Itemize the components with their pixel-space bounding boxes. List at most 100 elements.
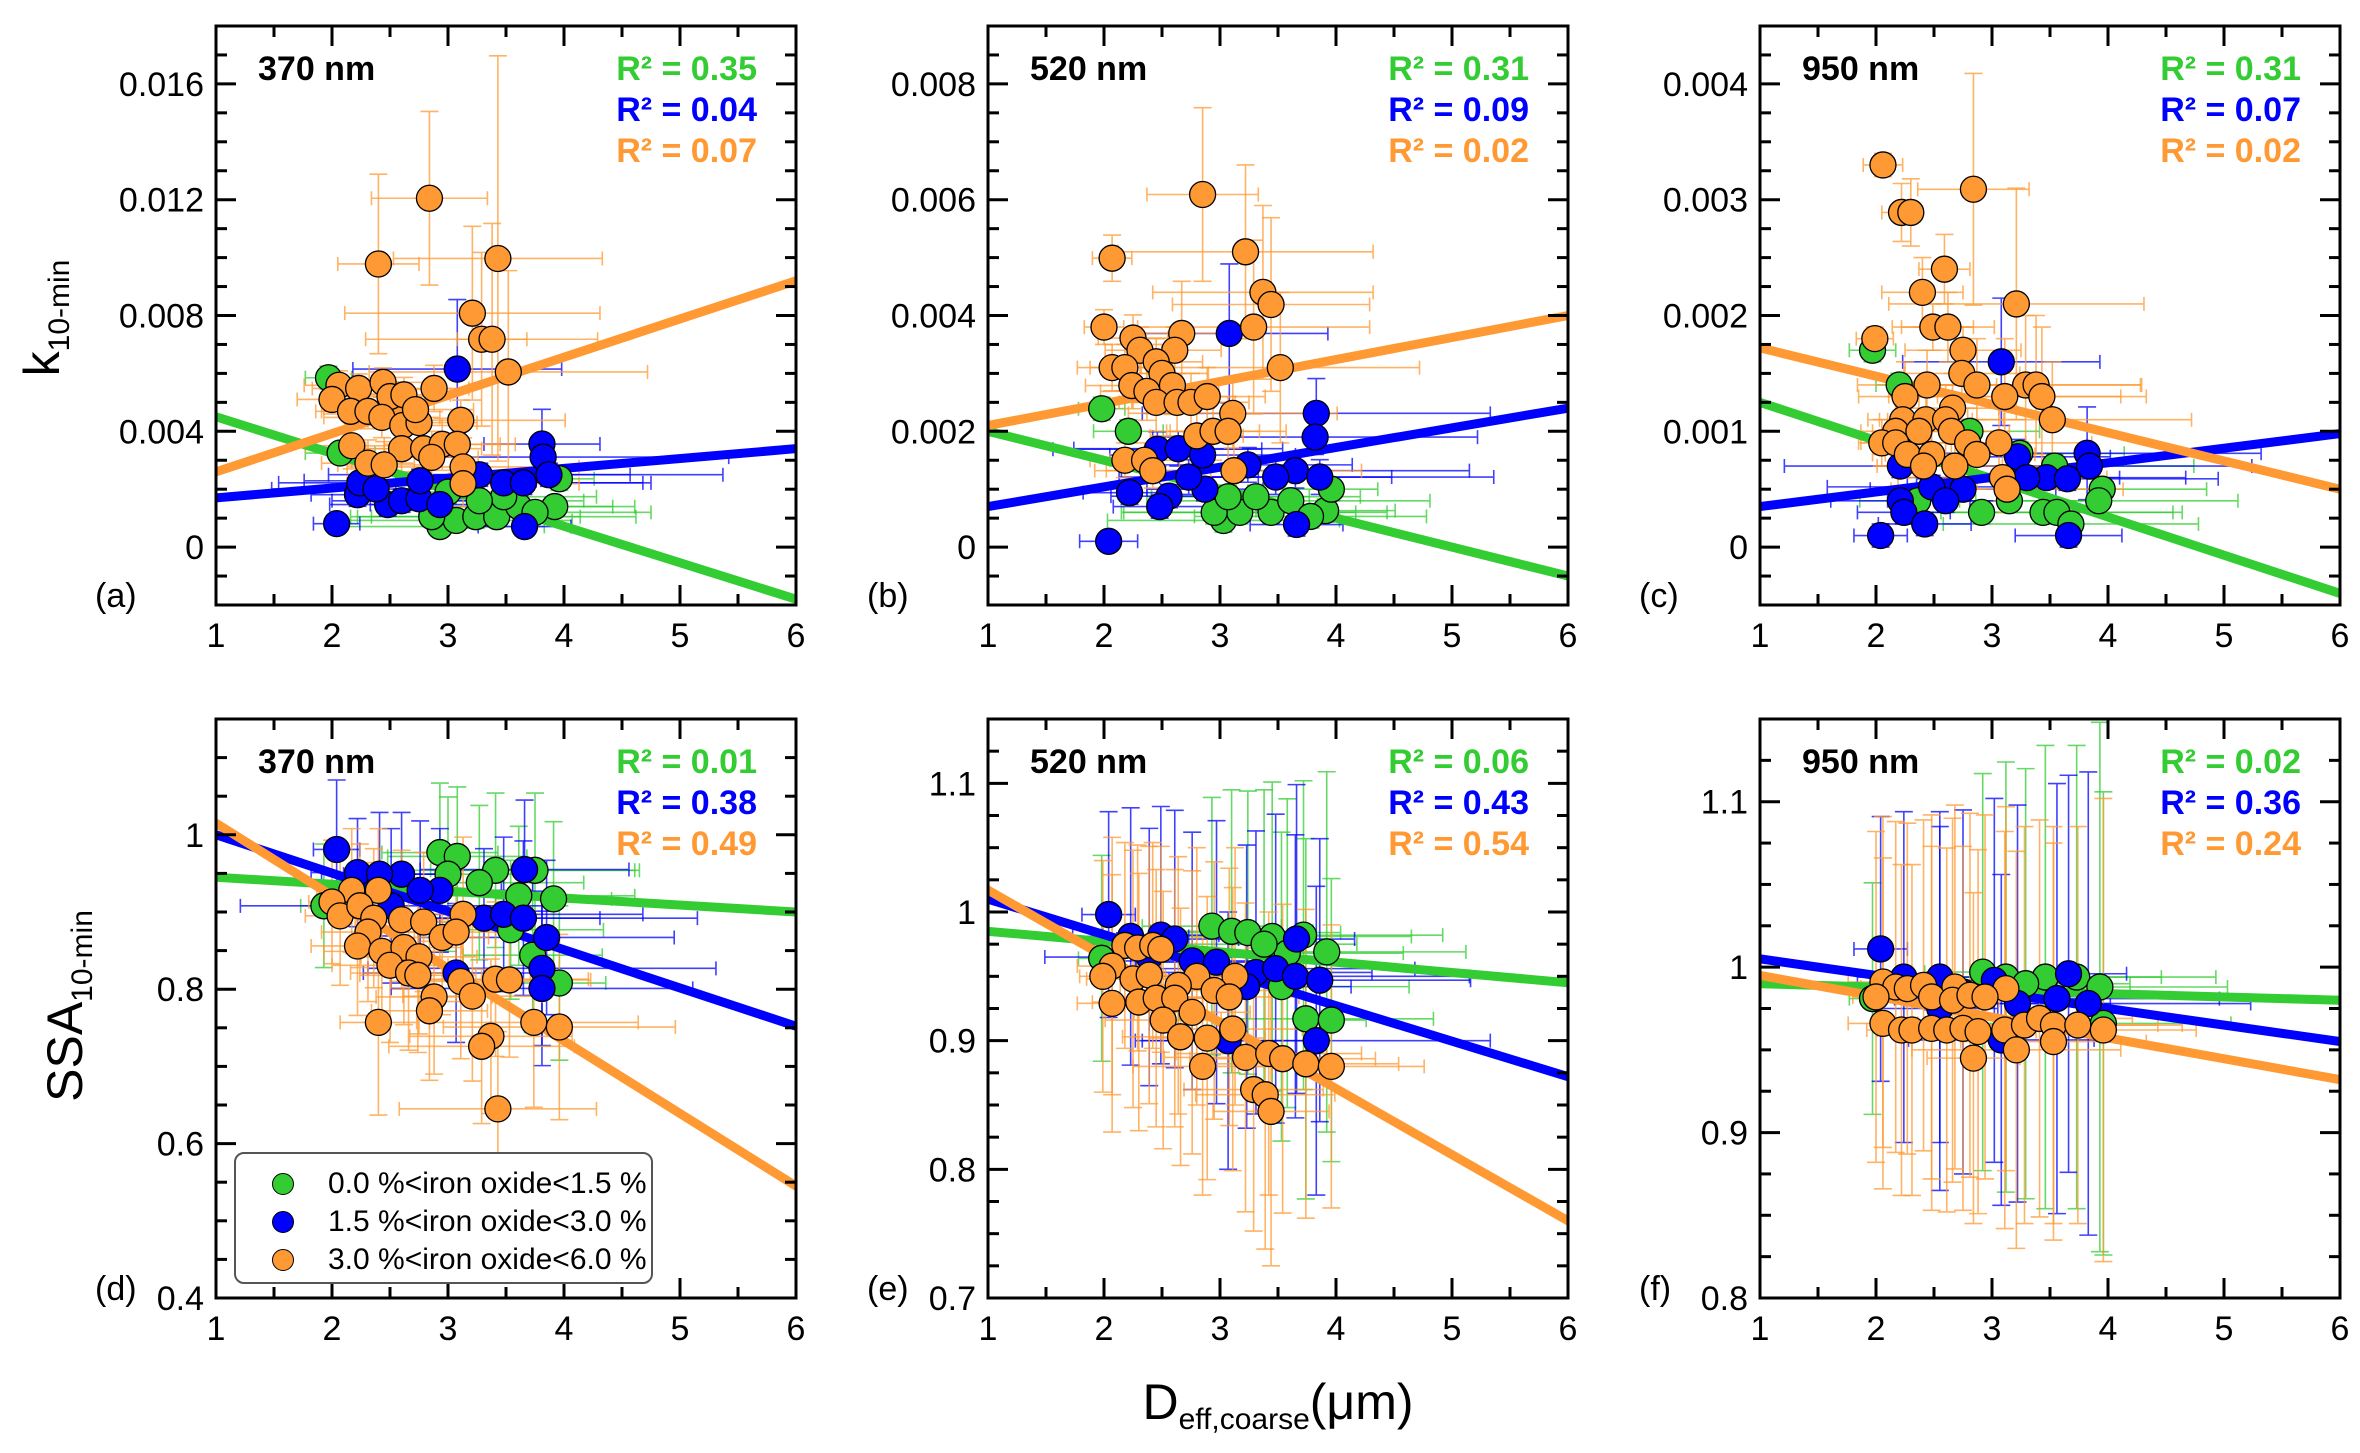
data-point: [1193, 1024, 1221, 1052]
data-point: [1193, 382, 1221, 411]
x-tick-label: 5: [2215, 1310, 2234, 1348]
r-squared-label: R² = 0.01: [616, 743, 757, 781]
y-axis-title-main: k: [14, 351, 70, 377]
x-tick-label: 1: [979, 617, 998, 655]
y-tick-label: 0.004: [1663, 66, 1748, 104]
data-point: [1909, 452, 1938, 480]
data-point: [362, 475, 390, 503]
data-point: [2054, 960, 2083, 988]
data-point: [1268, 1045, 1297, 1073]
panel-letter: (f): [1639, 1270, 1671, 1308]
data-point: [528, 974, 556, 1003]
plot-area: [216, 779, 796, 1191]
data-point: [1188, 180, 1217, 209]
data-point: [1266, 353, 1294, 382]
data-point: [2038, 406, 2066, 434]
data-point: [1931, 487, 1960, 515]
y-axis-title-k: k10-min: [13, 260, 77, 377]
r-squared-label: R² = 0.38: [616, 784, 757, 822]
wavelength-label: 370 nm: [258, 743, 375, 781]
ticks: [986, 24, 1570, 607]
y-tick-label: 1: [957, 894, 976, 932]
wavelength-label: 950 nm: [1802, 743, 1919, 781]
points-series-2: [1861, 151, 2066, 503]
data-point: [443, 430, 471, 458]
data-point: [1242, 483, 1270, 511]
x-tick-label: 5: [671, 617, 690, 655]
y-tick-label: 0.7: [929, 1280, 976, 1318]
panel-letter: (a): [95, 577, 137, 615]
data-point: [1135, 961, 1163, 989]
points-series-2: [1090, 180, 1294, 485]
data-point: [1862, 983, 1890, 1011]
points-series-2: [1862, 968, 2118, 1072]
data-point: [1215, 983, 1243, 1011]
legend-label: 1.5 %<iron oxide<3.0 %: [328, 1205, 647, 1238]
y-tick-label: 0.9: [1701, 1115, 1748, 1153]
y-tick-label: 0.8: [157, 971, 204, 1009]
data-point: [465, 869, 493, 897]
x-tick-label: 1: [1751, 1310, 1770, 1348]
data-point: [409, 908, 438, 936]
data-point: [1302, 399, 1330, 428]
data-point: [1178, 998, 1206, 1027]
data-point: [338, 432, 366, 460]
data-point: [1911, 510, 1939, 538]
r-squared-label: R² = 0.31: [1388, 50, 1529, 88]
x-tick-label: 2: [1867, 617, 1886, 655]
wavelength-label: 370 nm: [258, 50, 375, 88]
data-point: [404, 961, 432, 989]
y-axis-title-sub: 10-min: [43, 259, 76, 352]
data-point: [1934, 313, 1962, 341]
x-tick-label: 4: [2099, 1310, 2118, 1348]
x-tick-label: 4: [555, 1310, 574, 1348]
data-point: [1301, 423, 1329, 451]
x-tick-label: 3: [1211, 617, 1230, 655]
r-squared-label: R² = 0.43: [1388, 784, 1529, 822]
wavelength-label: 520 nm: [1030, 743, 1147, 781]
x-tick-label: 4: [1327, 1310, 1346, 1348]
data-point: [458, 982, 487, 1010]
data-point: [1317, 1052, 1346, 1081]
data-point: [406, 876, 434, 905]
points-series-2: [318, 184, 522, 498]
data-point: [478, 325, 506, 353]
x-tick-label: 2: [323, 1310, 342, 1348]
y-tick-label: 0.016: [119, 66, 204, 104]
data-point: [401, 395, 430, 424]
y-tick-label: 0: [957, 529, 976, 567]
x-tick-label: 4: [2099, 617, 2118, 655]
data-point: [494, 358, 522, 386]
data-point: [1090, 313, 1118, 341]
wavelength-label: 520 nm: [1030, 50, 1147, 88]
data-point: [1166, 1023, 1195, 1051]
points-series-1: [1094, 900, 1334, 1055]
plot-area: [1760, 721, 2340, 1263]
data-point: [1214, 483, 1242, 511]
x-tick-label: 3: [439, 617, 458, 655]
r-squared-label: R² = 0.09: [1388, 91, 1529, 129]
x-tick-label: 4: [555, 617, 574, 655]
data-point: [1891, 382, 1919, 411]
plot-area: [216, 55, 796, 604]
y-tick-label: 0.8: [1701, 1280, 1748, 1318]
wavelength-label: 950 nm: [1802, 50, 1919, 88]
data-point: [1959, 175, 1988, 203]
data-point: [1905, 417, 1933, 445]
data-point: [1098, 989, 1126, 1018]
data-point: [509, 469, 538, 497]
data-point: [1313, 938, 1341, 966]
y-tick-label: 0.6: [157, 1126, 204, 1164]
data-point: [1963, 440, 1991, 469]
data-point: [1219, 1015, 1247, 1043]
data-point: [447, 406, 475, 434]
r-squared-label: R² = 0.02: [1388, 132, 1529, 170]
panel-letter: (b): [867, 577, 909, 615]
data-point: [415, 184, 444, 212]
data-point: [1098, 244, 1126, 272]
data-point: [1913, 371, 1941, 399]
points-series-1: [1866, 348, 2104, 550]
data-point: [1231, 238, 1260, 266]
points-series-0: [1858, 958, 2118, 1038]
